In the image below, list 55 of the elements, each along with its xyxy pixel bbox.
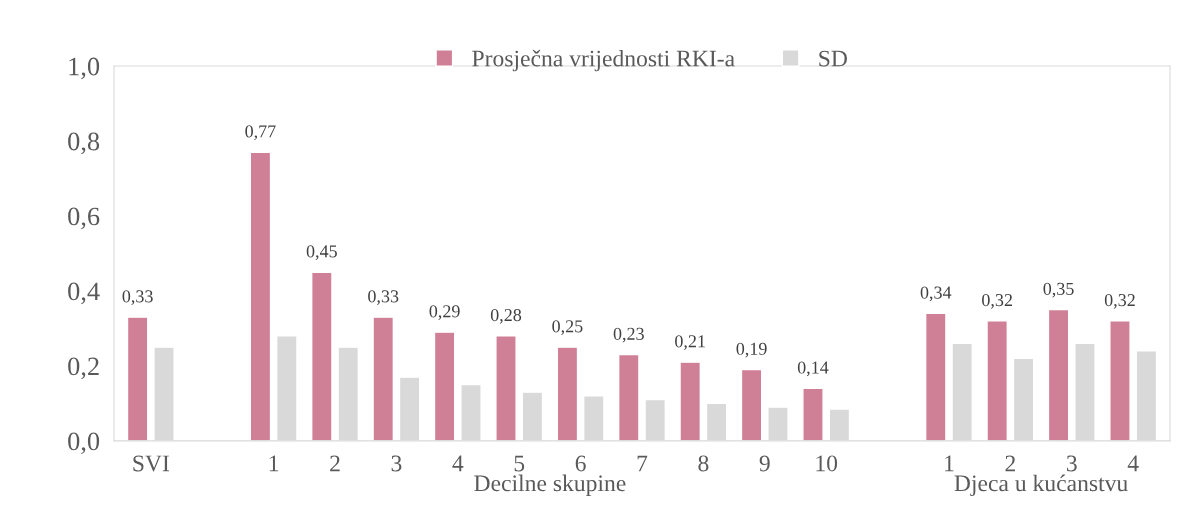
y-tick-label: 0,4 bbox=[68, 282, 100, 305]
text: Djeca u kućanstvu bbox=[954, 474, 1128, 497]
y-tick-label: 0,2 bbox=[68, 357, 99, 380]
bar bbox=[495, 335, 517, 441]
x-tick-label: SVI bbox=[133, 455, 170, 472]
data-label: 0,32 bbox=[982, 293, 1012, 309]
data-label: 0,45 bbox=[306, 245, 337, 260]
x-tick-label: 3 bbox=[391, 455, 402, 472]
bar bbox=[372, 316, 395, 441]
data-label: 0,19 bbox=[736, 342, 767, 358]
y-tick-label: 0,8 bbox=[68, 132, 100, 155]
x-tick-label: 6 bbox=[575, 455, 586, 472]
legend-label: Prosječna vrijednosti RKI-a bbox=[472, 49, 735, 72]
y-tick-label: 0,0 bbox=[68, 432, 100, 455]
x-tick-label: 10 bbox=[816, 455, 838, 472]
bar bbox=[310, 271, 333, 441]
legend-label: SD bbox=[819, 50, 847, 67]
data-label: 0,33 bbox=[368, 290, 399, 305]
x-tick-label: 1 bbox=[945, 455, 954, 472]
data-label: 0,35 bbox=[1043, 282, 1074, 298]
bar bbox=[126, 316, 149, 441]
x-tick-label: 8 bbox=[698, 455, 709, 472]
bar bbox=[802, 387, 824, 441]
data-label: 0,77 bbox=[245, 125, 276, 141]
text: Decilne skupine bbox=[474, 474, 626, 497]
y-tick-label: 0,6 bbox=[68, 207, 100, 230]
y-tick-label: 1,0 bbox=[69, 57, 100, 80]
x-tick-label: 7 bbox=[637, 455, 648, 472]
bar bbox=[924, 312, 947, 441]
bar bbox=[1109, 320, 1131, 441]
bar bbox=[617, 353, 640, 441]
data-label: 0,34 bbox=[920, 286, 952, 302]
x-tick-label: 2 bbox=[1005, 455, 1015, 472]
bar bbox=[986, 320, 1008, 441]
x-tick-label: 4 bbox=[452, 455, 464, 472]
bar bbox=[249, 151, 272, 441]
x-tick-label: 5 bbox=[514, 455, 525, 472]
bar bbox=[556, 346, 579, 441]
x-tick-label: 1 bbox=[269, 455, 279, 472]
x-tick-label: 9 bbox=[759, 455, 770, 472]
data-label: 0,33 bbox=[122, 290, 153, 305]
data-label: 0,21 bbox=[675, 335, 705, 350]
bar bbox=[433, 331, 456, 441]
bar bbox=[1047, 308, 1070, 441]
data-label: 0,28 bbox=[490, 308, 522, 324]
bar bbox=[740, 368, 763, 441]
data-label: 0,25 bbox=[552, 320, 583, 335]
data-label: 0,29 bbox=[429, 305, 460, 320]
data-label: 0,14 bbox=[797, 361, 829, 377]
data-label: 0,32 bbox=[1104, 293, 1135, 309]
data-label: 0,23 bbox=[613, 327, 644, 343]
x-tick-label: 4 bbox=[1127, 455, 1139, 472]
bar bbox=[679, 361, 702, 441]
x-tick-label: 3 bbox=[1066, 455, 1077, 472]
x-tick-label: 2 bbox=[330, 455, 340, 472]
